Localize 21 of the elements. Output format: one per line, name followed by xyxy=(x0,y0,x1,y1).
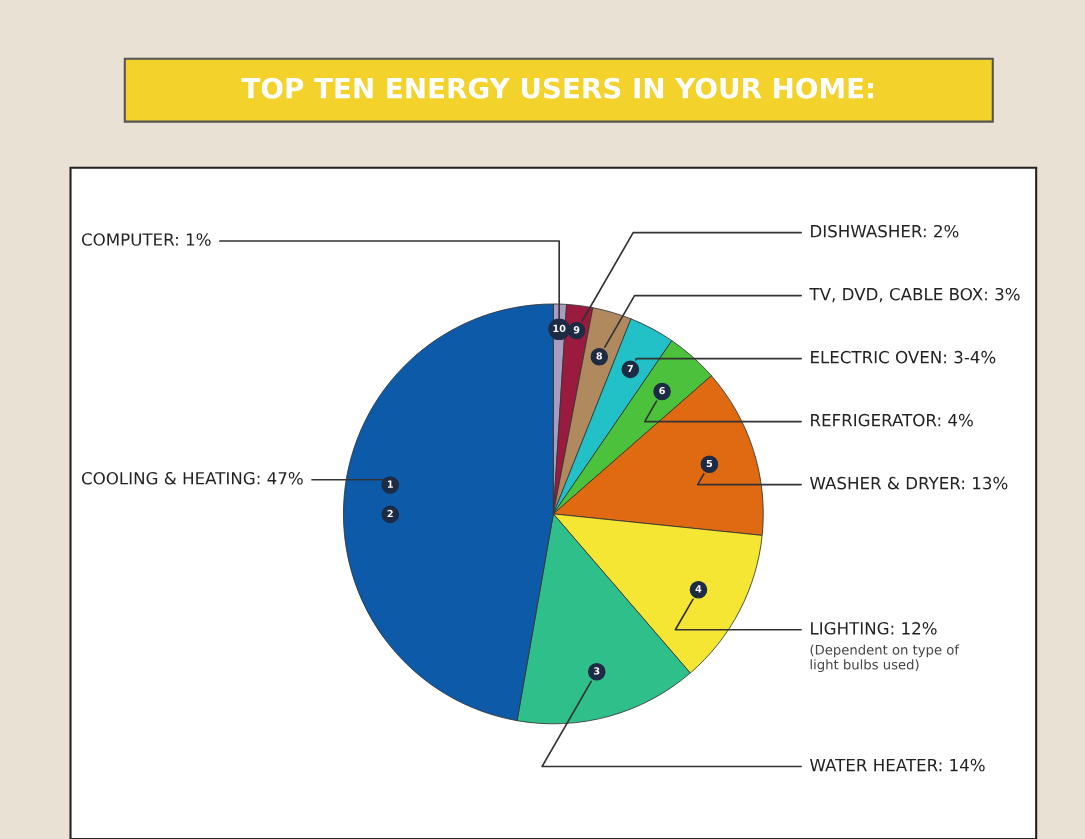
text: 9 xyxy=(573,326,580,334)
slice-label: LIGHTING: 12% xyxy=(811,622,937,635)
text: 10 xyxy=(553,324,566,333)
text: (Dependent on type of light bulbs used) xyxy=(810,644,960,673)
slice-label: WASHER & DRYER: 13% xyxy=(810,476,1008,490)
slice-label: DISHWASHER: 2% xyxy=(811,224,959,238)
text: 2 xyxy=(387,509,393,518)
text: 4 xyxy=(695,585,702,593)
text: 7 xyxy=(627,364,633,373)
slice-label: REFRIGERATOR: 4% xyxy=(811,413,973,427)
text: 3 xyxy=(594,667,600,675)
text: 6 xyxy=(659,386,665,395)
slice-label: TV, DVD, CABLE BOX: 3% xyxy=(809,287,1020,303)
slice-label: ELECTRIC OVEN: 3-4% xyxy=(811,350,996,364)
slice-label: COMPUTER: 1% xyxy=(81,233,211,246)
slice-label: COOLING & HEATING: 47% xyxy=(81,471,303,485)
text: 5 xyxy=(706,459,713,468)
slice-label: WATER HEATER: 14% xyxy=(810,758,985,772)
chart-title: TOP TEN ENERGY USERS IN YOUR HOME: xyxy=(241,77,874,99)
text: 1 xyxy=(387,480,393,488)
text: 8 xyxy=(596,352,603,360)
